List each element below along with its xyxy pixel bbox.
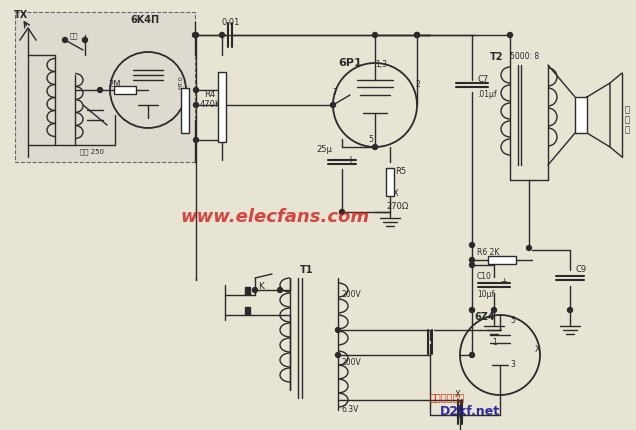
Text: 5: 5 bbox=[368, 135, 373, 144]
Circle shape bbox=[373, 33, 378, 37]
Text: TX: TX bbox=[14, 10, 28, 20]
Text: X: X bbox=[455, 390, 460, 399]
Text: 10μf: 10μf bbox=[477, 290, 494, 299]
Text: 200V: 200V bbox=[342, 358, 362, 367]
Bar bbox=[15, 12, 195, 162]
Bar bbox=[218, 72, 226, 142]
Circle shape bbox=[62, 37, 67, 43]
Text: 电子并发社区: 电子并发社区 bbox=[430, 392, 466, 402]
Circle shape bbox=[193, 87, 198, 92]
Text: 6.3V: 6.3V bbox=[342, 405, 359, 414]
Circle shape bbox=[336, 328, 340, 332]
Text: 0.01: 0.01 bbox=[222, 18, 240, 27]
Circle shape bbox=[469, 243, 474, 248]
Text: 270Ω: 270Ω bbox=[386, 202, 408, 211]
Text: .01μf: .01μf bbox=[477, 90, 497, 99]
Text: 1,3: 1,3 bbox=[375, 60, 387, 69]
Text: R4: R4 bbox=[204, 90, 215, 99]
Text: C7: C7 bbox=[477, 75, 488, 84]
Bar bbox=[575, 97, 587, 133]
Text: 单联 250: 单联 250 bbox=[80, 148, 104, 155]
Text: 200V: 200V bbox=[342, 290, 362, 299]
Circle shape bbox=[469, 307, 474, 313]
Circle shape bbox=[373, 144, 378, 150]
Text: 6Z4: 6Z4 bbox=[474, 312, 495, 322]
Bar bbox=[386, 168, 394, 196]
Circle shape bbox=[469, 353, 474, 357]
Text: 6P1: 6P1 bbox=[338, 58, 362, 68]
Circle shape bbox=[252, 288, 258, 292]
Text: HT.0: HT.0 bbox=[178, 75, 183, 89]
Circle shape bbox=[193, 138, 198, 142]
Circle shape bbox=[567, 307, 572, 313]
Text: 5: 5 bbox=[510, 316, 515, 325]
Circle shape bbox=[415, 33, 420, 37]
Text: R5: R5 bbox=[395, 167, 406, 176]
Text: Y: Y bbox=[455, 415, 460, 424]
Circle shape bbox=[415, 33, 420, 37]
Text: D2kf.net: D2kf.net bbox=[440, 405, 500, 418]
Text: 2M: 2M bbox=[108, 80, 120, 89]
Circle shape bbox=[492, 307, 497, 313]
Text: 6K4П: 6K4П bbox=[130, 15, 159, 25]
Text: C9: C9 bbox=[575, 265, 586, 274]
Text: +: + bbox=[346, 155, 354, 165]
Bar bbox=[245, 307, 250, 315]
Bar bbox=[181, 88, 189, 133]
Text: X: X bbox=[393, 189, 399, 198]
Circle shape bbox=[97, 87, 102, 92]
Circle shape bbox=[193, 33, 198, 37]
Circle shape bbox=[193, 102, 198, 108]
Text: 25μ: 25μ bbox=[316, 145, 332, 154]
Text: X: X bbox=[535, 345, 541, 354]
Circle shape bbox=[527, 246, 532, 251]
Text: 3: 3 bbox=[510, 360, 515, 369]
Circle shape bbox=[340, 209, 345, 215]
Circle shape bbox=[469, 262, 474, 267]
Text: 接收: 接收 bbox=[70, 32, 78, 39]
Bar bbox=[245, 287, 250, 295]
Bar bbox=[488, 256, 516, 264]
Circle shape bbox=[83, 37, 88, 43]
Bar bbox=[114, 86, 136, 94]
Text: T1: T1 bbox=[300, 265, 314, 275]
Circle shape bbox=[508, 33, 513, 37]
Text: 扬
声
器: 扬 声 器 bbox=[625, 105, 630, 135]
Text: 470K: 470K bbox=[200, 100, 221, 109]
Text: www.elecfans.com: www.elecfans.com bbox=[180, 208, 369, 226]
Circle shape bbox=[193, 33, 198, 37]
Text: 7: 7 bbox=[332, 88, 337, 97]
Text: R6 2K: R6 2K bbox=[477, 248, 499, 257]
Circle shape bbox=[469, 258, 474, 262]
Circle shape bbox=[277, 288, 282, 292]
Text: 2: 2 bbox=[415, 80, 420, 89]
Text: +: + bbox=[500, 277, 507, 286]
Text: T2: T2 bbox=[490, 52, 504, 62]
Text: C10: C10 bbox=[477, 272, 492, 281]
Text: K: K bbox=[258, 282, 264, 291]
Circle shape bbox=[219, 33, 225, 37]
Circle shape bbox=[331, 102, 336, 108]
Text: 5000: 8: 5000: 8 bbox=[510, 52, 539, 61]
Circle shape bbox=[336, 353, 340, 357]
Text: 1: 1 bbox=[492, 338, 497, 347]
